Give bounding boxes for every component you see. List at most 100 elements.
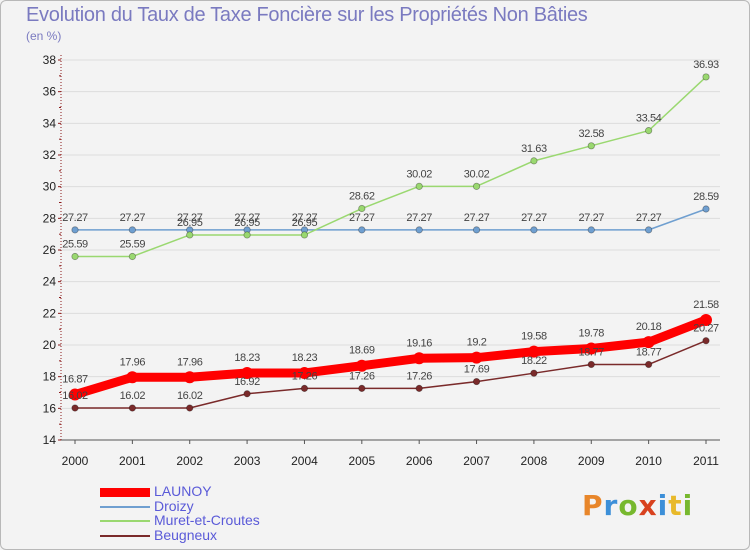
x-tick-label: 2006 — [406, 454, 433, 468]
y-tick-label: 18 — [43, 370, 57, 384]
data-point — [298, 367, 311, 380]
data-label: 28.62 — [349, 191, 375, 203]
data-label: 27.27 — [521, 212, 547, 224]
series-line — [74, 208, 707, 231]
data-point — [415, 384, 423, 392]
y-tick-label: 38 — [43, 53, 57, 67]
legend-swatch — [100, 520, 150, 522]
data-label: 27.27 — [62, 212, 88, 224]
series-line — [74, 76, 707, 258]
data-label: 16.02 — [62, 390, 88, 402]
data-label: 19.2 — [467, 337, 487, 349]
data-label: 27.27 — [234, 212, 260, 224]
series-line — [70, 315, 711, 400]
data-point — [700, 313, 712, 326]
data-point — [241, 367, 254, 380]
legend-swatch — [100, 487, 150, 497]
data-label: 36.93 — [693, 59, 719, 71]
y-tick-label: 16 — [43, 401, 57, 415]
data-point — [413, 352, 426, 365]
data-label: 18.23 — [234, 352, 260, 364]
y-tick-label: 36 — [43, 85, 57, 99]
data-label: 19.78 — [579, 327, 605, 339]
data-label: 26.95 — [177, 217, 203, 229]
data-label: 17.96 — [120, 356, 146, 368]
data-point — [300, 231, 309, 239]
data-label: 27.27 — [120, 212, 146, 224]
data-point — [527, 345, 540, 358]
logo-letter: r — [603, 489, 619, 522]
data-point — [530, 157, 538, 165]
data-point — [530, 226, 538, 234]
series-droizy — [71, 205, 710, 234]
data-label: 27.27 — [292, 212, 318, 224]
data-point — [472, 182, 481, 190]
y-tick-label: 14 — [43, 433, 57, 447]
data-point — [472, 377, 481, 386]
data-label: 31.63 — [521, 143, 547, 155]
data-point — [358, 384, 366, 392]
chart-title: Evolution du Taux de Taxe Foncière sur l… — [26, 4, 588, 26]
data-point — [702, 205, 710, 213]
data-label: 33.54 — [636, 113, 662, 125]
data-label: 27.27 — [406, 212, 432, 224]
proxiti-logo: Proxiti — [582, 489, 693, 522]
series-line — [74, 339, 707, 409]
chart-subtitle: (en %) — [26, 29, 62, 43]
data-point — [702, 73, 710, 81]
data-label: 16.02 — [177, 390, 203, 402]
data-point — [355, 359, 368, 372]
data-point — [71, 404, 79, 412]
data-label: 16.92 — [234, 376, 260, 388]
data-point — [126, 371, 139, 384]
data-label: 27.27 — [177, 212, 203, 224]
x-tick-label: 2010 — [635, 454, 662, 468]
data-point — [300, 384, 309, 392]
data-label: 20.18 — [636, 321, 662, 333]
data-label: 21.58 — [693, 299, 719, 311]
data-label: 17.96 — [177, 356, 203, 368]
y-tick-label: 26 — [43, 243, 57, 257]
data-point — [642, 336, 655, 349]
series-launoy — [69, 313, 712, 401]
y-tick-label: 22 — [43, 306, 57, 320]
data-point — [645, 127, 653, 135]
data-point — [645, 226, 653, 234]
data-point — [415, 226, 423, 234]
data-label: 27.27 — [349, 212, 375, 224]
data-label: 17.69 — [464, 364, 490, 376]
data-point — [243, 231, 251, 239]
data-label: 17.26 — [406, 370, 432, 382]
data-point — [128, 226, 136, 234]
data-label: 30.02 — [406, 168, 432, 180]
y-tick-label: 32 — [43, 148, 57, 162]
x-tick-label: 2009 — [578, 454, 605, 468]
data-point — [128, 404, 136, 412]
data-label: 26.95 — [292, 217, 318, 229]
x-tick-label: 2005 — [348, 454, 375, 468]
y-tick-label: 20 — [43, 338, 57, 352]
x-tick-label: 2008 — [521, 454, 548, 468]
data-label: 18.22 — [521, 355, 547, 367]
x-tick-label: 2002 — [176, 454, 203, 468]
legend-label: LAUNOY — [154, 483, 212, 499]
data-label: 18.69 — [349, 345, 375, 357]
x-tick-label: 2007 — [463, 454, 490, 468]
logo-letter: P — [582, 489, 604, 522]
logo-letter: x — [638, 489, 658, 522]
series-muret-et-croutes — [71, 73, 710, 261]
data-label: 17.26 — [292, 370, 318, 382]
data-point — [358, 226, 366, 234]
data-point — [530, 369, 538, 377]
logo-letter: o — [618, 489, 639, 522]
labels-launoy: 16.87 17.96 17.96 18.23 18.23 18.69 19.16 19.2 1… — [62, 299, 719, 386]
x-tick-label: 2000 — [62, 454, 89, 468]
legend-label: Beugneux — [154, 526, 218, 543]
x-tick-label: 2003 — [234, 454, 261, 468]
data-label: 27.27 — [636, 212, 662, 224]
labels-muret-et-croutes: 25.59 25.59 26.95 26.95 26.95 28.62 30.02 30.02… — [62, 59, 719, 251]
logo-letter: i — [657, 489, 669, 522]
legend-swatch — [100, 534, 150, 537]
data-point — [71, 226, 79, 234]
